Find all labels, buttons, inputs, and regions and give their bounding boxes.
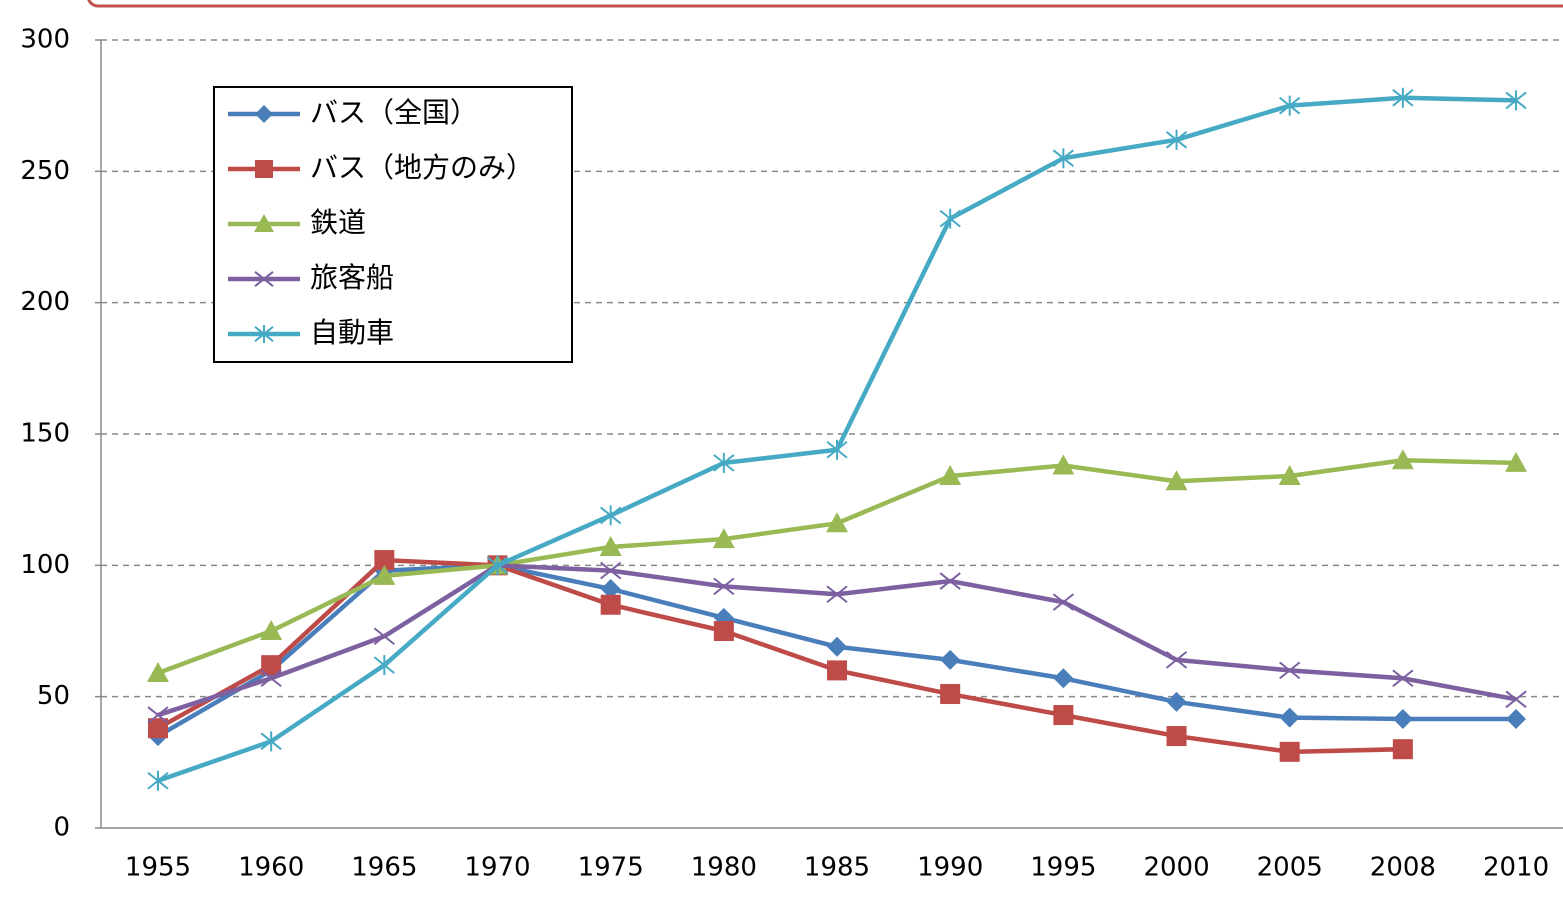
marker bbox=[940, 684, 961, 705]
marker bbox=[600, 578, 621, 599]
marker bbox=[713, 577, 735, 596]
marker bbox=[939, 465, 962, 486]
y-tick-label: 50 bbox=[37, 681, 70, 711]
marker bbox=[1392, 708, 1413, 729]
marker bbox=[827, 660, 848, 681]
series-line bbox=[156, 557, 1403, 755]
marker bbox=[1392, 739, 1413, 760]
x-tick-label: 1980 bbox=[691, 853, 757, 883]
marker bbox=[1052, 454, 1075, 475]
marker bbox=[1278, 465, 1301, 486]
x-tick-label: 1990 bbox=[917, 853, 983, 883]
marker bbox=[486, 555, 509, 576]
x-tick-label: 1960 bbox=[238, 853, 304, 883]
marker bbox=[1279, 707, 1300, 728]
marker bbox=[827, 636, 848, 657]
marker bbox=[374, 550, 395, 571]
legend-label: バス（地方のみ） bbox=[310, 151, 534, 184]
marker bbox=[826, 512, 849, 533]
marker bbox=[260, 620, 283, 640]
marker bbox=[939, 572, 961, 590]
marker bbox=[600, 561, 622, 580]
marker bbox=[600, 594, 621, 615]
marker bbox=[1053, 668, 1074, 689]
y-tick-label: 100 bbox=[20, 550, 70, 580]
marker bbox=[600, 505, 622, 526]
marker bbox=[713, 621, 734, 641]
marker bbox=[147, 706, 169, 724]
marker bbox=[373, 627, 395, 646]
marker bbox=[1279, 95, 1301, 116]
marker bbox=[1052, 593, 1074, 611]
x-tick-label: 1985 bbox=[804, 853, 870, 883]
marker bbox=[147, 770, 169, 791]
legend-label: 鉄道 bbox=[310, 206, 366, 239]
marker bbox=[255, 160, 273, 178]
marker bbox=[261, 655, 282, 676]
marker bbox=[1166, 691, 1187, 712]
marker bbox=[1392, 669, 1414, 688]
marker bbox=[713, 452, 735, 473]
marker bbox=[712, 528, 735, 549]
y-tick-label: 200 bbox=[20, 287, 70, 317]
marker bbox=[1165, 470, 1188, 491]
marker bbox=[1165, 129, 1188, 150]
marker bbox=[1052, 148, 1074, 169]
marker bbox=[260, 731, 282, 752]
marker bbox=[255, 105, 273, 123]
marker bbox=[939, 208, 961, 229]
marker bbox=[1165, 651, 1188, 669]
x-tick-label: 1970 bbox=[464, 853, 530, 883]
marker bbox=[599, 535, 622, 556]
y-tick-label: 0 bbox=[53, 813, 70, 843]
y-tick-label: 250 bbox=[20, 156, 70, 186]
legend-label: 旅客船 bbox=[310, 261, 394, 294]
marker bbox=[1392, 87, 1414, 108]
marker bbox=[1279, 661, 1301, 680]
marker bbox=[1391, 449, 1414, 470]
marker bbox=[1053, 705, 1074, 726]
marker bbox=[1505, 690, 1527, 709]
x-tick-label: 1995 bbox=[1030, 853, 1096, 883]
marker bbox=[1279, 741, 1300, 762]
marker bbox=[254, 214, 274, 232]
marker bbox=[1505, 451, 1528, 472]
marker bbox=[1166, 726, 1187, 747]
y-tick-label: 150 bbox=[20, 419, 70, 449]
marker bbox=[254, 271, 274, 287]
marker bbox=[254, 325, 274, 343]
y-tick-label: 300 bbox=[20, 25, 70, 55]
legend-label: 自動車 bbox=[310, 316, 394, 349]
marker bbox=[260, 669, 282, 688]
x-tick-label: 2010 bbox=[1483, 853, 1549, 883]
x-tick-label: 2005 bbox=[1257, 853, 1323, 883]
marker bbox=[1506, 708, 1527, 729]
x-tick-label: 2008 bbox=[1370, 853, 1436, 883]
marker bbox=[148, 718, 168, 739]
marker bbox=[1505, 90, 1527, 111]
marker bbox=[826, 585, 848, 604]
frame-border bbox=[87, 0, 1563, 8]
x-tick-label: 2000 bbox=[1143, 853, 1209, 883]
x-tick-label: 1975 bbox=[578, 853, 644, 883]
x-tick-label: 1955 bbox=[125, 853, 191, 883]
x-tick-label: 1965 bbox=[351, 853, 417, 883]
legend-label: バス（全国） bbox=[310, 96, 478, 129]
marker bbox=[147, 662, 169, 683]
marker bbox=[940, 649, 961, 670]
marker bbox=[373, 655, 395, 676]
marker bbox=[373, 564, 396, 585]
marker bbox=[826, 439, 848, 460]
